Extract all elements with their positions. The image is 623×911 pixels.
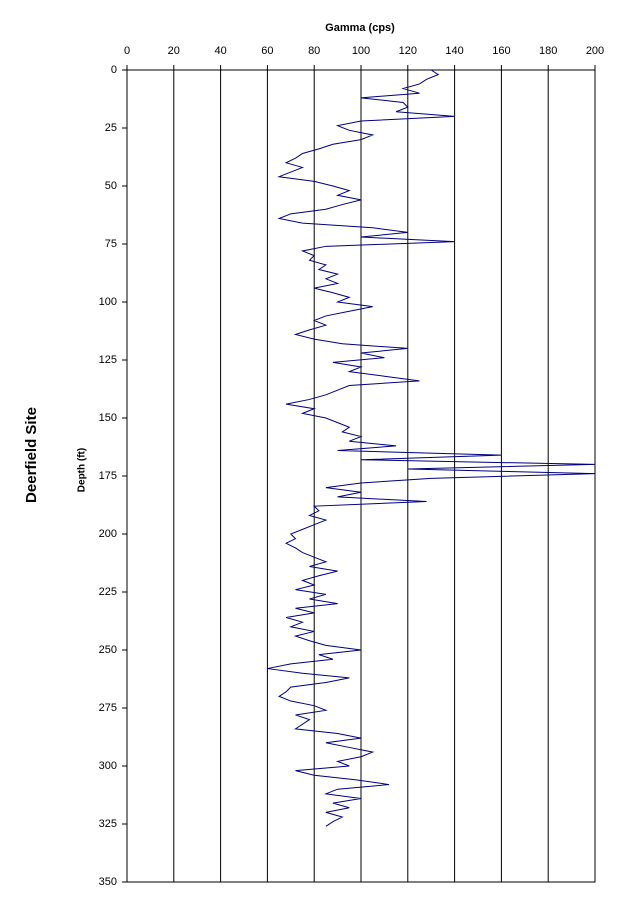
y-tick-label: 175	[99, 470, 117, 482]
x-tick-label: 100	[352, 45, 370, 57]
x-tick-label: 80	[308, 45, 320, 57]
y-tick-label: 250	[99, 644, 117, 656]
gamma-line	[267, 69, 596, 827]
y-tick-label: 350	[99, 876, 117, 888]
x-tick-label: 140	[445, 45, 463, 57]
x-tick-label: 180	[539, 45, 557, 57]
y-tick-label: 100	[99, 296, 117, 308]
x-tick-label: 20	[168, 45, 180, 57]
y-tick-label: 25	[105, 122, 117, 134]
x-tick-label: 40	[214, 45, 226, 57]
y-tick-label: 225	[99, 586, 117, 598]
x-tick-label: 60	[261, 45, 273, 57]
y-tick-label: 0	[111, 64, 117, 76]
x-tick-label: 160	[492, 45, 510, 57]
y-tick-label: 125	[99, 354, 117, 366]
y-tick-label: 200	[99, 528, 117, 540]
y-axis-label: Depth (ft)	[77, 448, 88, 492]
x-tick-label: 120	[399, 45, 417, 57]
chart-title: Gamma (cps)	[325, 22, 395, 34]
side-title: Deerfield Site	[23, 407, 40, 503]
x-tick-label: 0	[124, 45, 130, 57]
y-tick-label: 275	[99, 702, 117, 714]
y-tick-label: 150	[99, 412, 117, 424]
x-tick-label: 200	[586, 45, 604, 57]
y-tick-label: 325	[99, 818, 117, 830]
y-tick-label: 75	[105, 238, 117, 250]
y-tick-label: 300	[99, 760, 117, 772]
y-tick-label: 50	[105, 180, 117, 192]
